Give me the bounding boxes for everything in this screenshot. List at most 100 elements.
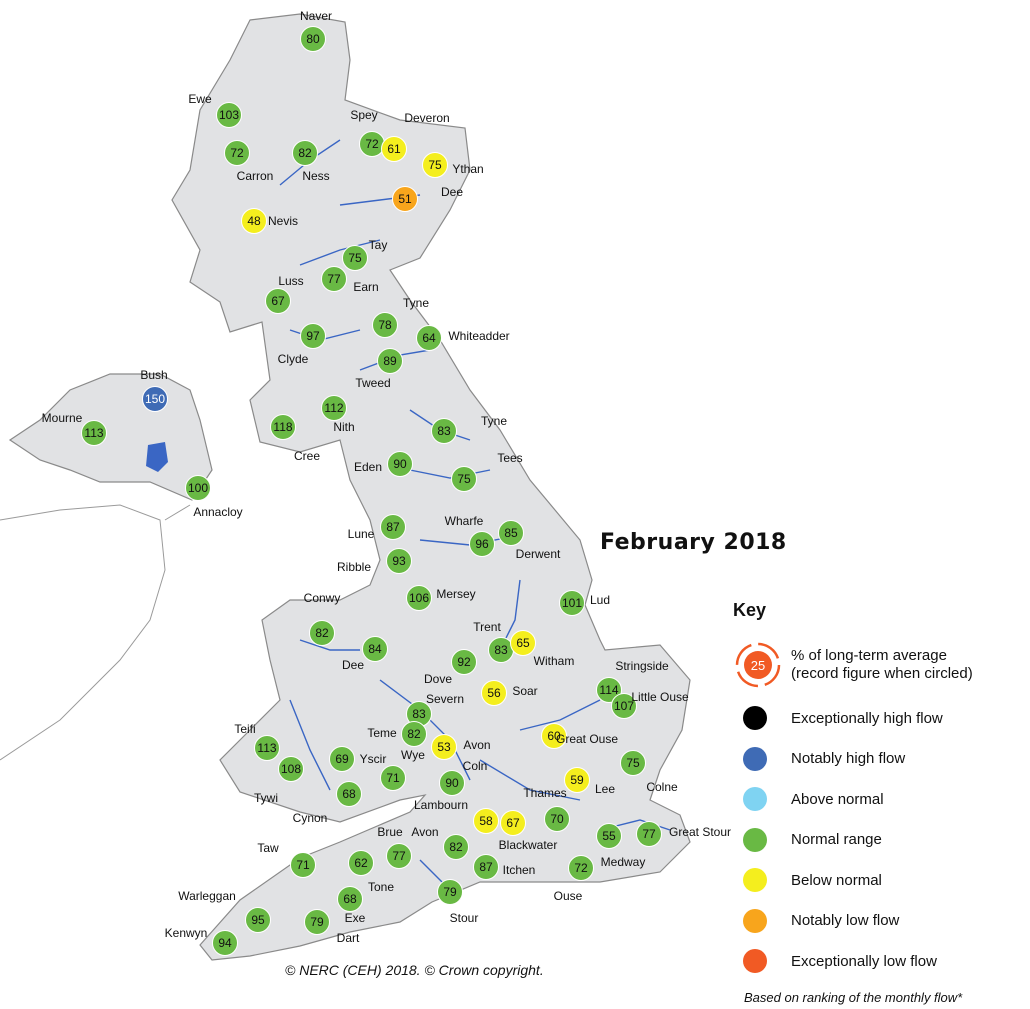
river-label: Coln: [462, 759, 488, 773]
river-label: Mourne: [41, 411, 83, 425]
legend-label: Exceptionally high flow: [791, 709, 943, 727]
station-marker-colne: 75: [620, 750, 646, 776]
copyright: © NERC (CEH) 2018. © Crown copyright.: [285, 962, 544, 978]
legend-item-normal: Normal range: [743, 827, 882, 852]
legend-example-value: 25: [751, 658, 765, 673]
legend-label: Normal range: [791, 831, 882, 848]
station-marker-ouse: 72: [568, 855, 594, 881]
station-marker-avon: 53: [431, 734, 457, 760]
legend-example-text-2: (record figure when circled): [791, 665, 973, 682]
river-label: Tees: [497, 451, 523, 465]
river-label: Ythan: [452, 162, 484, 176]
station-marker-carron: 72: [224, 140, 250, 166]
river-label: Conwy: [303, 591, 341, 605]
river-label: Tone: [367, 880, 395, 894]
station-marker-wye: 71: [380, 765, 406, 791]
station-marker-yscir: 69: [329, 746, 355, 772]
station-marker-eden: 90: [387, 451, 413, 477]
station-marker-itchen: 87: [473, 854, 499, 880]
station-marker-ness: 82: [292, 140, 318, 166]
station-marker-tyne: 83: [431, 418, 457, 444]
station-marker-medway: 55: [596, 823, 622, 849]
river-label: Carron: [236, 169, 274, 183]
river-label: Lambourn: [413, 798, 469, 812]
river-label: Itchen: [502, 863, 536, 877]
river-label: Nevis: [267, 214, 299, 228]
station-marker-spey: 72: [359, 131, 385, 157]
river-label: Teifi: [234, 722, 256, 736]
station-marker-wharfe: 96: [469, 531, 495, 557]
river-label: Wharfe: [444, 514, 484, 528]
legend-example-text-1: % of long-term average: [791, 647, 947, 664]
legend-label: Notably high flow: [791, 750, 906, 767]
station-marker-tees: 75: [451, 466, 477, 492]
great-britain-land: [171, 13, 691, 961]
station-marker-ribble: 93: [386, 548, 412, 574]
river-label: Eden: [353, 460, 383, 474]
legend-swatch-icon: [743, 746, 767, 771]
legend-item-exceptionally-low: Exceptionally low flow: [743, 949, 937, 973]
river-label: Kenwyn: [164, 926, 208, 940]
legend-swatch-icon: [743, 827, 767, 852]
river-label: Ewe: [188, 92, 212, 106]
station-marker-tone: 62: [348, 850, 374, 876]
river-label: Ribble: [336, 560, 372, 574]
legend-example: 25 % of long-term average (record figure…: [733, 640, 973, 690]
station-marker-soar: 56: [481, 680, 507, 706]
legend-swatch-icon: [743, 908, 767, 933]
station-marker-dee: 84: [362, 636, 388, 662]
station-marker-tywi: 108: [278, 756, 304, 782]
river-label: Dove: [423, 672, 453, 686]
river-label: Stour: [449, 911, 479, 925]
station-marker-tweed: 89: [377, 348, 403, 374]
station-marker-lambourn: 58: [473, 808, 499, 834]
station-marker-ewe: 103: [216, 102, 242, 128]
river-label: Stringside: [615, 659, 669, 673]
river-label: Dee: [341, 658, 365, 672]
river-label: Blackwater: [498, 838, 558, 852]
river-label: Whiteadder: [448, 329, 510, 343]
station-marker-taw: 71: [290, 852, 316, 878]
river-label: Tywi: [254, 791, 278, 805]
river-label: Trent: [473, 620, 501, 634]
legend-item-below-normal: Below normal: [743, 868, 882, 892]
legend-label: Above normal: [791, 790, 884, 808]
northern-ireland-land: [8, 373, 213, 501]
river-label: Tyne: [480, 414, 508, 428]
river-label: Brue: [377, 825, 403, 839]
river-label: Naver: [299, 9, 333, 23]
river-label: Tay: [368, 238, 388, 252]
river-label: Great Ouse: [555, 732, 619, 746]
station-marker-bush: 150: [142, 386, 168, 412]
station-marker-mourne: 113: [81, 420, 107, 446]
river-label: Witham: [533, 654, 575, 668]
station-marker-teifi: 113: [254, 735, 280, 761]
record-circle-arrows-icon: 25: [735, 642, 781, 688]
river-label: Cynon: [292, 811, 328, 825]
river-label: Clyde: [277, 352, 309, 366]
legend-item-notably-high: Notably high flow: [743, 746, 906, 771]
station-marker-lune: 87: [380, 514, 406, 540]
station-marker-kenwyn: 94: [212, 930, 238, 956]
river-label: Warleggan: [178, 889, 236, 903]
station-marker-little-ouse: 107: [611, 693, 637, 719]
river-label: Dart: [336, 931, 360, 945]
station-marker-luss: 67: [265, 288, 291, 314]
station-marker-cynon: 68: [336, 781, 362, 807]
river-label: Ness: [302, 169, 330, 183]
river-label: Nith: [333, 420, 355, 434]
river-label: Soar: [512, 684, 538, 698]
legend: Key 25 % of long-term average (record fi…: [733, 600, 1030, 1005]
station-marker-avon: 82: [443, 834, 469, 860]
legend-label: Notably low flow: [791, 912, 900, 929]
river-label: Little Ouse: [631, 690, 689, 704]
station-marker-brue: 77: [386, 843, 412, 869]
river-label: Great Stour: [668, 825, 732, 839]
river-label: Exe: [344, 911, 366, 925]
river-label: Colne: [646, 780, 678, 794]
river-label: Spey: [350, 108, 378, 122]
river-label: Cree: [293, 449, 321, 463]
station-marker-nevis: 48: [241, 208, 267, 234]
river-label: Yscir: [359, 752, 387, 766]
